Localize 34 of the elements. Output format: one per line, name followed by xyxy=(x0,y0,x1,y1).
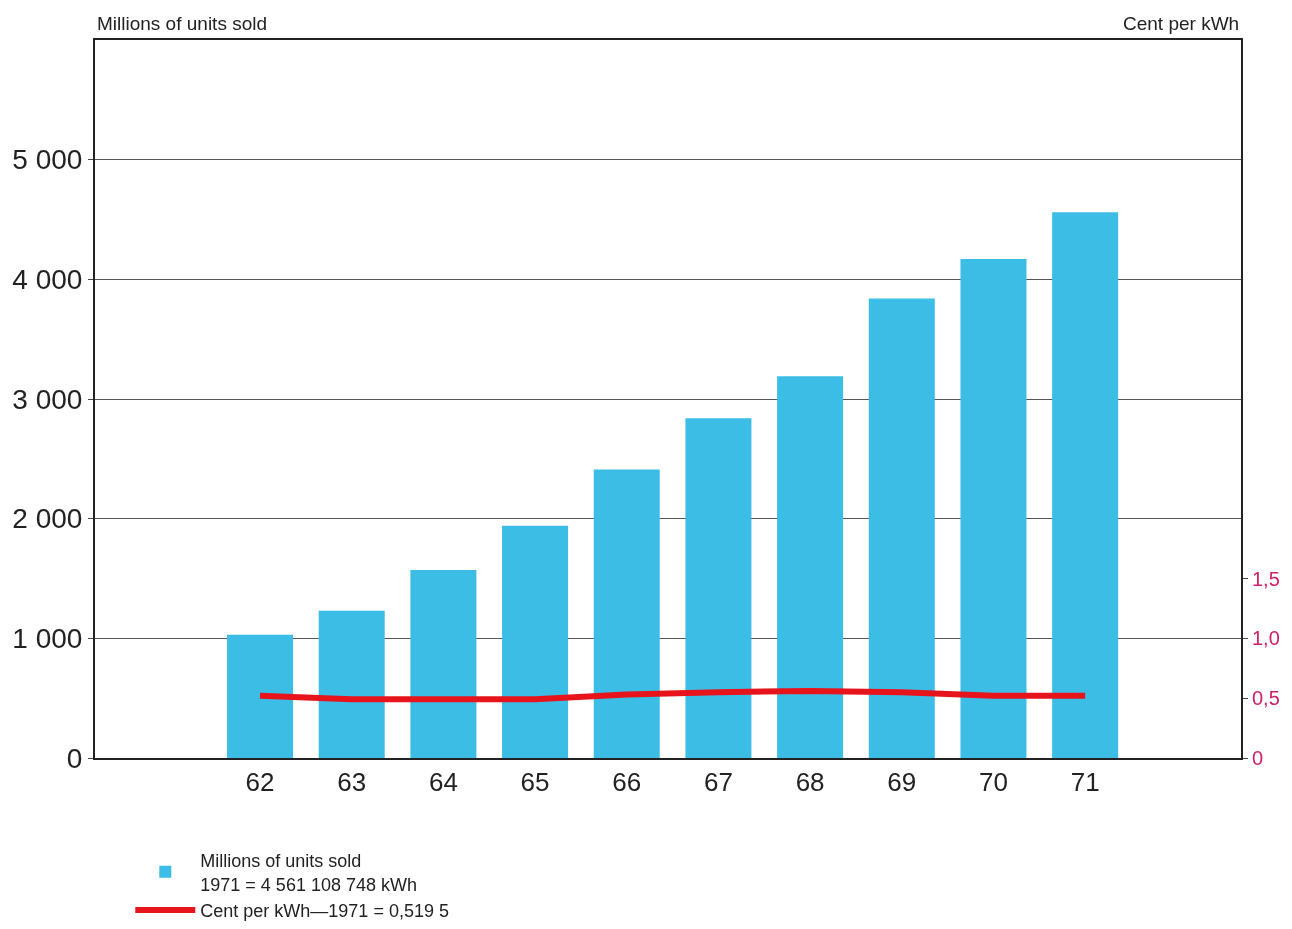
x-tick-label: 69 xyxy=(887,767,917,798)
y2-tick-label: 0 xyxy=(1252,747,1264,769)
bar xyxy=(593,469,660,758)
x-tick-label: 71 xyxy=(1070,767,1100,798)
bar xyxy=(227,634,294,758)
bar xyxy=(777,376,844,758)
x-tick-label: 64 xyxy=(428,767,458,798)
x-tick-label: 70 xyxy=(979,767,1008,798)
y-tick-label: 3 000 xyxy=(12,383,83,415)
bar xyxy=(410,570,477,758)
y-tick-label: 1 000 xyxy=(12,623,83,655)
y-tick-label: 4 000 xyxy=(12,264,83,296)
x-tick-label: 63 xyxy=(337,767,367,798)
y-tick-label: 5 000 xyxy=(12,144,83,176)
x-tick-label: 62 xyxy=(245,767,275,798)
y-tick-label: 2 000 xyxy=(12,503,83,535)
bar xyxy=(318,610,385,758)
y-tick-label: 0 xyxy=(66,742,83,774)
y2-tick-label: 0,5 xyxy=(1252,687,1280,710)
legend-label: Millions of units sold 1971 = 4 561 108 748 kWh xyxy=(200,851,417,895)
y2-axis-title: Cent per kWh xyxy=(1123,13,1240,34)
x-tick-label: 66 xyxy=(612,767,642,798)
legend-label: Cent per kWh—1971 = 0,519 5 xyxy=(200,900,449,921)
x-tick-label: 65 xyxy=(520,767,550,798)
y2-tick-label: 1,5 xyxy=(1252,567,1280,590)
y2-tick-label: 1,0 xyxy=(1252,627,1280,650)
bar xyxy=(685,418,752,758)
x-tick-label: 68 xyxy=(795,767,825,798)
y-axis-title: Millions of units sold xyxy=(97,13,268,34)
bar xyxy=(868,298,935,758)
bar xyxy=(1052,212,1119,758)
x-tick-label: 67 xyxy=(703,767,733,798)
bar xyxy=(502,525,569,758)
bar xyxy=(960,258,1027,758)
